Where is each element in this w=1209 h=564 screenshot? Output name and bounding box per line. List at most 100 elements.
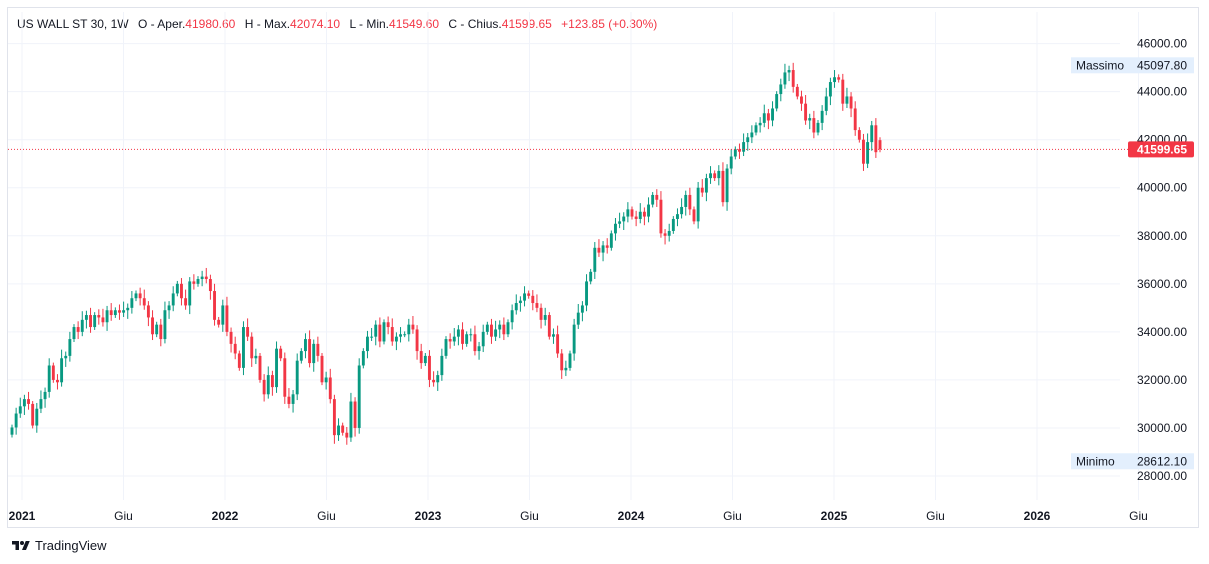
candle: [332, 394, 336, 444]
candle-body: [783, 72, 787, 85]
candle-body: [713, 173, 717, 179]
candle-body: [163, 310, 167, 340]
candle-body: [126, 307, 130, 311]
candle-body: [560, 353, 564, 371]
candle-body: [766, 113, 770, 121]
candle-body: [146, 305, 150, 318]
candle: [175, 280, 179, 297]
candle: [134, 290, 138, 302]
candle-body: [564, 367, 568, 371]
candle-body: [341, 425, 345, 433]
legend-high-value: 42074.10: [290, 17, 341, 31]
candle-body: [93, 315, 97, 328]
time-axis[interactable]: 2021 Giu 2022 Giu 2023 Giu 2024 Giu 2025 Giu 2026 G…: [9, 509, 1148, 523]
candle-body: [605, 245, 609, 248]
candle-body: [27, 399, 30, 404]
candle-body: [76, 327, 80, 332]
candle: [729, 149, 733, 175]
ohlc-legend: US WALL ST 30, 1W O - Aper.41980.60 H - …: [17, 17, 663, 31]
candle-body: [601, 245, 605, 253]
candle-body: [316, 343, 320, 356]
candle: [308, 330, 312, 368]
candle-body: [312, 343, 316, 364]
candle: [531, 290, 535, 311]
candle: [758, 117, 762, 133]
candle-body: [419, 351, 423, 364]
candle: [423, 352, 427, 366]
candle-body: [527, 293, 531, 296]
candle: [51, 362, 55, 383]
x-tick-label: 2022: [212, 509, 239, 523]
candle: [452, 328, 456, 346]
candle-body: [192, 281, 196, 284]
candle-body: [853, 108, 857, 131]
candle-body: [386, 322, 390, 328]
candle-body: [171, 293, 175, 306]
candle: [754, 122, 758, 136]
candle-body: [709, 173, 712, 179]
candle-body: [878, 140, 882, 150]
candle: [142, 289, 146, 310]
candles: [10, 62, 882, 445]
candle-body: [258, 355, 262, 380]
candle-body: [750, 132, 754, 138]
candle-body: [688, 194, 692, 210]
candle-body: [580, 305, 584, 313]
candle: [403, 331, 407, 338]
candle-body: [452, 336, 456, 342]
candle: [163, 301, 167, 344]
candle: [845, 87, 849, 108]
y-tick-label: 36000.00: [1137, 277, 1187, 291]
candle: [808, 113, 812, 130]
candlestick-chart[interactable]: 28000.00 30000.00 32000.00 34000.00 36000.00…: [0, 0, 1209, 530]
candle: [857, 127, 861, 143]
candle-body: [638, 211, 642, 219]
candle-body: [585, 281, 588, 306]
candle-body: [332, 399, 336, 436]
y-tick-label: 38000.00: [1137, 229, 1187, 243]
candle: [370, 328, 374, 341]
y-tick-label: 40000.00: [1137, 181, 1187, 195]
candle: [556, 325, 560, 358]
candle-body: [849, 96, 853, 109]
candle: [676, 208, 679, 227]
tradingview-logo-icon: [12, 540, 30, 550]
candle-body: [514, 303, 518, 311]
candle-body: [663, 233, 667, 236]
candle: [717, 165, 721, 186]
candle-body: [415, 329, 419, 352]
candle-body: [733, 149, 737, 157]
candle-body: [651, 194, 655, 205]
x-tick-label: 2023: [415, 509, 442, 523]
candle-body: [485, 324, 489, 332]
candle: [812, 110, 816, 139]
y-tick-label: 46000.00: [1137, 37, 1187, 51]
candle: [713, 170, 717, 182]
candle: [651, 192, 655, 208]
candle-body: [523, 293, 526, 301]
price-axis[interactable]: 28000.00 30000.00 32000.00 34000.00 36000.00…: [1137, 37, 1187, 483]
x-tick-label: 2026: [1024, 509, 1051, 523]
candle-body: [60, 358, 64, 383]
candle: [349, 392, 353, 442]
candle: [589, 268, 593, 285]
low-marker-value: 28612.10: [1137, 454, 1187, 468]
tradingview-brand[interactable]: TradingView: [10, 538, 107, 553]
candle-body: [250, 336, 254, 359]
candle-body: [576, 312, 580, 325]
candle: [684, 190, 688, 216]
candle-body: [101, 317, 105, 323]
candle: [180, 278, 183, 306]
candle: [523, 286, 526, 307]
candle: [779, 78, 783, 102]
candle: [605, 238, 609, 254]
y-tick-label: 34000.00: [1137, 325, 1187, 339]
candle-body: [138, 293, 142, 299]
candle-body: [122, 310, 126, 313]
candle: [283, 352, 287, 404]
candle-body: [473, 334, 477, 352]
candle-body: [816, 122, 820, 133]
candle: [89, 307, 92, 333]
candle: [560, 349, 564, 379]
candle: [543, 307, 547, 326]
